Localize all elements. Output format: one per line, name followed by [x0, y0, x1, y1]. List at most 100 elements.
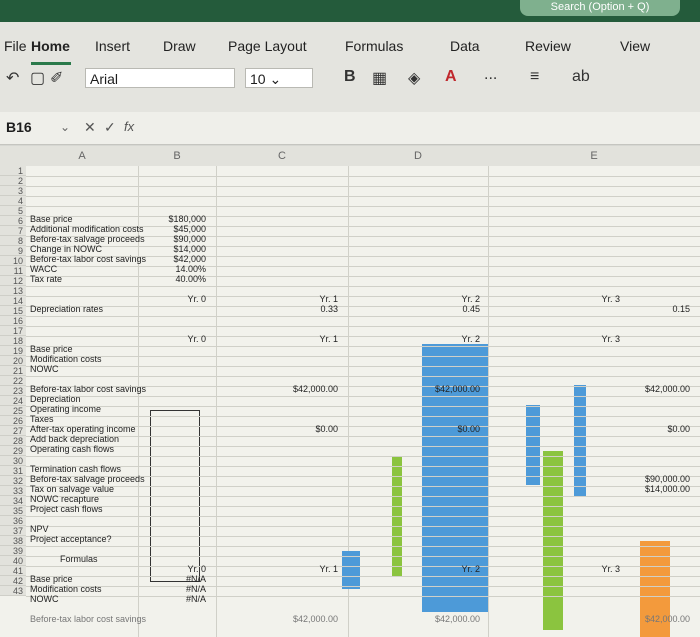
- row-header[interactable]: 34: [0, 496, 26, 506]
- row-header[interactable]: 32: [0, 476, 26, 486]
- row-header[interactable]: 19: [0, 346, 26, 356]
- row-header[interactable]: 35: [0, 506, 26, 516]
- name-box[interactable]: B16: [6, 119, 32, 135]
- row-header[interactable]: 18: [0, 336, 26, 346]
- input-labor-savings[interactable]: $42,000: [173, 254, 206, 264]
- row-header[interactable]: 12: [0, 276, 26, 286]
- value-r24-c[interactable]: $0.00: [315, 424, 338, 434]
- paste-icon[interactable]: ▢: [30, 70, 46, 87]
- font-size-select[interactable]: 10 ⌄: [245, 68, 313, 88]
- row-header[interactable]: 41: [0, 566, 26, 576]
- row-header[interactable]: 22: [0, 376, 26, 386]
- tab-review[interactable]: Review: [525, 38, 571, 54]
- row-header[interactable]: 27: [0, 426, 26, 436]
- row-header[interactable]: 16: [0, 316, 26, 326]
- value-r24-d[interactable]: $0.00: [457, 424, 480, 434]
- row-header[interactable]: 25: [0, 406, 26, 416]
- row-header[interactable]: 17: [0, 326, 26, 336]
- input-tax-rate[interactable]: 40.00%: [175, 274, 206, 284]
- align-icon[interactable]: ≡: [530, 68, 540, 85]
- tab-data[interactable]: Data: [450, 38, 480, 54]
- font-name-select[interactable]: Arial: [85, 68, 235, 88]
- row-header[interactable]: 2: [0, 176, 26, 186]
- row-header[interactable]: 40: [0, 556, 26, 566]
- value-r20-c[interactable]: $42,000.00: [292, 384, 338, 394]
- value-r29-e[interactable]: $90,000.00: [644, 474, 690, 484]
- borders-icon[interactable]: ▦: [372, 70, 388, 87]
- row-header[interactable]: 13: [0, 286, 26, 296]
- row-header[interactable]: 39: [0, 546, 26, 556]
- tab-formulas[interactable]: Formulas: [345, 38, 404, 54]
- value-r24-e[interactable]: $0.00: [667, 424, 690, 434]
- row-header[interactable]: 5: [0, 206, 26, 216]
- column-header-d[interactable]: D: [348, 146, 489, 166]
- row-header[interactable]: 3: [0, 186, 26, 196]
- input-base-price[interactable]: $180,000: [168, 214, 206, 224]
- column-header-b[interactable]: B: [138, 146, 217, 166]
- tab-view[interactable]: View: [620, 38, 651, 54]
- tab-insert[interactable]: Insert: [95, 38, 131, 54]
- tab-file[interactable]: File: [4, 38, 27, 54]
- row-header[interactable]: 29: [0, 446, 26, 456]
- value-r20-e[interactable]: $42,000.00: [644, 384, 690, 394]
- search-box[interactable]: Search (Option + Q): [520, 0, 680, 16]
- row-header[interactable]: 28: [0, 436, 26, 446]
- fill-color-icon[interactable]: ◈: [408, 70, 421, 87]
- row-header[interactable]: 26: [0, 416, 26, 426]
- row-header[interactable]: 20: [0, 356, 26, 366]
- na-base-price[interactable]: #N/A: [185, 574, 206, 584]
- row-header[interactable]: 43: [0, 586, 26, 596]
- bold-button[interactable]: B: [344, 68, 356, 85]
- column-header-a[interactable]: A: [26, 146, 139, 166]
- dep-rate-1[interactable]: 0.33: [320, 304, 338, 314]
- row-header[interactable]: 11: [0, 266, 26, 276]
- row-header[interactable]: 38: [0, 536, 26, 546]
- value-r43-e[interactable]: $42,000.00: [644, 614, 690, 624]
- tab-draw[interactable]: Draw: [163, 38, 196, 54]
- value-r30-e[interactable]: $14,000.00: [644, 484, 690, 494]
- row-header[interactable]: 21: [0, 366, 26, 376]
- input-modification-costs[interactable]: $45,000: [173, 224, 206, 234]
- column-header-e[interactable]: E: [488, 146, 700, 166]
- row-header[interactable]: 1: [0, 166, 26, 176]
- input-wacc[interactable]: 14.00%: [175, 264, 206, 274]
- cancel-icon[interactable]: ✕: [84, 119, 96, 135]
- row-header[interactable]: 14: [0, 296, 26, 306]
- row-header[interactable]: 37: [0, 526, 26, 536]
- tab-page-layout[interactable]: Page Layout: [228, 38, 307, 54]
- row-header[interactable]: 6: [0, 216, 26, 226]
- format-painter-icon[interactable]: ✐: [50, 70, 64, 87]
- row-header[interactable]: 33: [0, 486, 26, 496]
- row-header[interactable]: 9: [0, 246, 26, 256]
- confirm-icon[interactable]: ✓: [104, 119, 116, 135]
- tab-home[interactable]: Home: [31, 38, 70, 54]
- row-header[interactable]: 36: [0, 516, 26, 526]
- dep-rate-2[interactable]: 0.45: [462, 304, 480, 314]
- more-button[interactable]: ...: [484, 66, 498, 83]
- row-header[interactable]: 7: [0, 226, 26, 236]
- value-r43-d[interactable]: $42,000.00: [434, 614, 480, 624]
- row-header[interactable]: 4: [0, 196, 26, 206]
- wrap-text-icon[interactable]: ab: [572, 68, 590, 85]
- na-nowc[interactable]: #N/A: [185, 594, 206, 604]
- select-all-corner[interactable]: [0, 146, 27, 166]
- row-header[interactable]: 15: [0, 306, 26, 316]
- value-r43-c[interactable]: $42,000.00: [292, 614, 338, 624]
- row-header[interactable]: 30: [0, 456, 26, 466]
- font-color-icon[interactable]: A: [445, 68, 457, 85]
- row-header[interactable]: 10: [0, 256, 26, 266]
- row-header[interactable]: 8: [0, 236, 26, 246]
- row-header[interactable]: 24: [0, 396, 26, 406]
- function-button[interactable]: fx: [124, 119, 135, 134]
- dep-rate-3[interactable]: 0.15: [672, 304, 690, 314]
- row-header[interactable]: 42: [0, 576, 26, 586]
- input-salvage-proceeds[interactable]: $90,000: [173, 234, 206, 244]
- undo-icon[interactable]: ↶: [6, 70, 20, 87]
- selected-cell-b16[interactable]: [342, 551, 360, 589]
- row-header[interactable]: 23: [0, 386, 26, 396]
- na-modification-costs[interactable]: #N/A: [185, 584, 206, 594]
- chevron-down-icon[interactable]: ⌄: [60, 120, 71, 134]
- value-r20-d[interactable]: $42,000.00: [434, 384, 480, 394]
- column-header-c[interactable]: C: [216, 146, 349, 166]
- input-change-nowc[interactable]: $14,000: [173, 244, 206, 254]
